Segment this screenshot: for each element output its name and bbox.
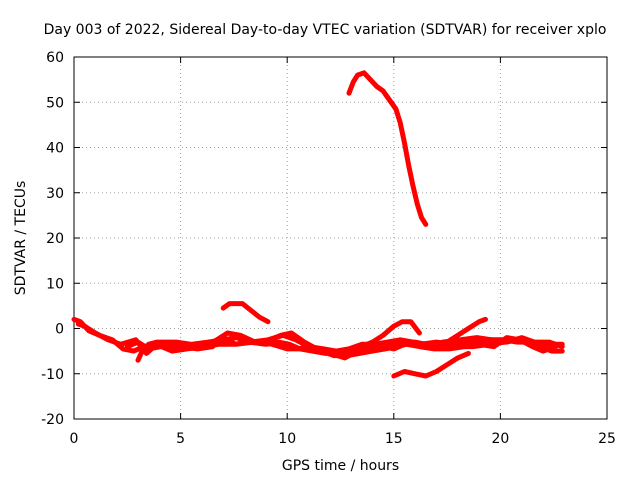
series-line-s5 (220, 301, 271, 325)
y-tick-label: 50 (46, 95, 64, 111)
series-line-s9 (444, 316, 488, 345)
series-line-s8 (348, 319, 422, 354)
x-tick-label: 15 (385, 431, 403, 447)
y-tick-label: 10 (46, 276, 64, 292)
y-tick-label: 20 (46, 231, 64, 247)
y-tick-label: 30 (46, 186, 64, 202)
plot-area (73, 56, 608, 420)
grid-lines (74, 57, 607, 419)
x-tick-label: 20 (491, 431, 509, 447)
series-line-s6 (346, 70, 429, 227)
y-tick-label: 0 (55, 322, 64, 338)
x-tick-label: 0 (70, 431, 79, 447)
y-tick-label: 40 (46, 141, 64, 157)
y-tick-label: -10 (41, 367, 64, 383)
series-line-s7 (391, 350, 471, 379)
chart-title: Day 003 of 2022, Sidereal Day-to-day VTE… (44, 22, 607, 38)
x-axis-label: GPS time / hours (282, 458, 399, 474)
x-tick-label: 5 (176, 431, 185, 447)
x-tick-label: 10 (278, 431, 296, 447)
y-tick-label: -20 (41, 412, 64, 428)
data-series (71, 70, 565, 379)
x-tick-label: 25 (598, 431, 616, 447)
y-tick-label: 60 (46, 50, 64, 66)
y-axis-label: SDTVAR / TECUs (13, 181, 29, 296)
series-line-s4 (135, 330, 565, 363)
axis-ticks: 0 5 10 15 20 25 -20 -10 0 10 20 30 40 50 60 (41, 50, 616, 447)
